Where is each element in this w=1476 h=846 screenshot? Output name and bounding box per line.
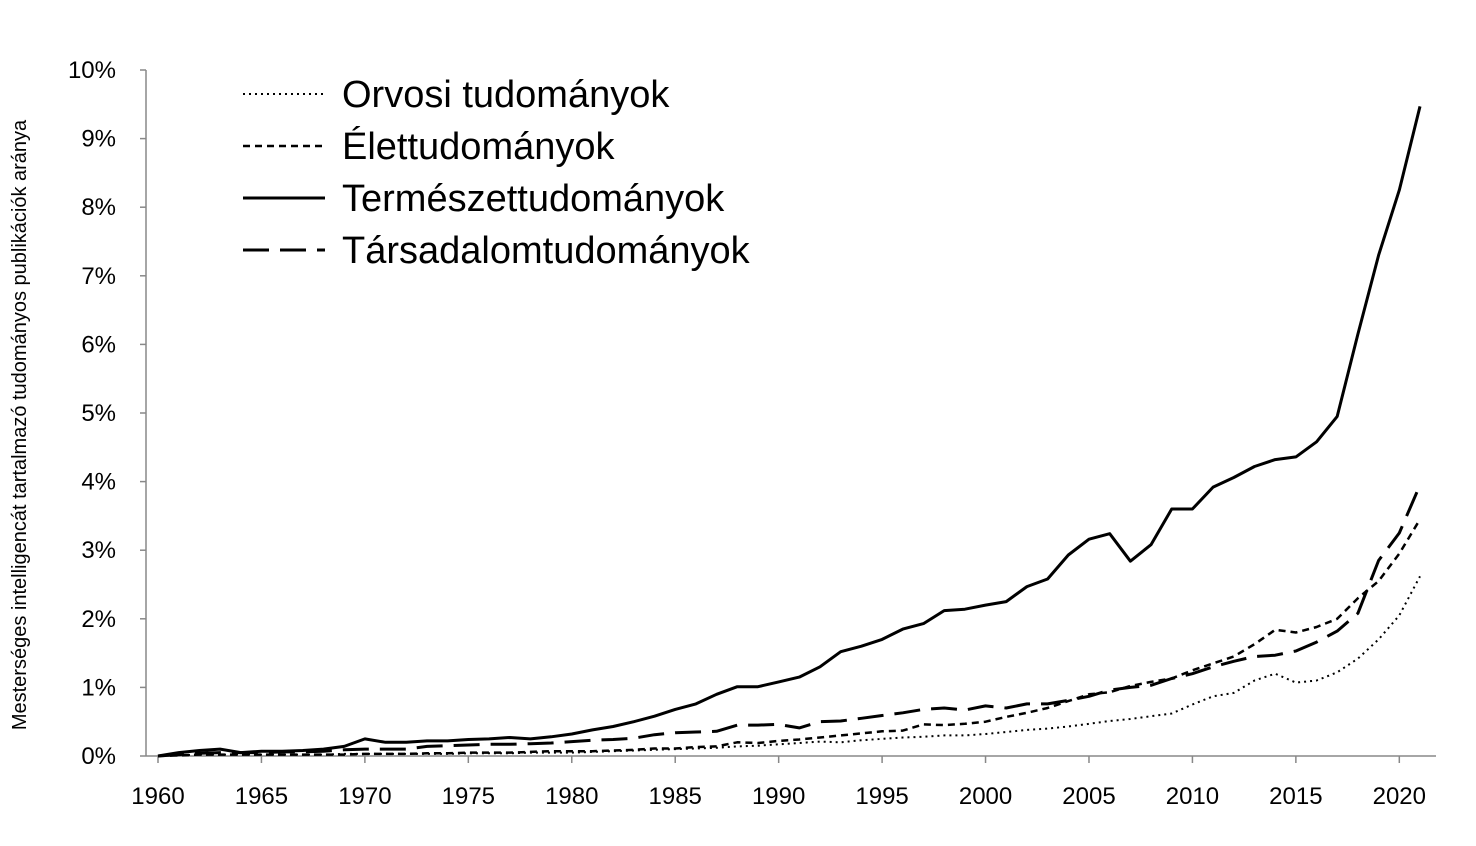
y-tick-label: 0% [81,743,116,770]
legend-label-4: Társadalomtudományok [342,230,751,272]
y-tick-label: 3% [81,537,116,564]
series-line-2 [157,518,1422,758]
legend-label-2: Élettudományok [342,125,615,168]
y-tick-label: 2% [81,606,116,633]
y-tick-label: 10% [68,57,116,84]
x-tick-label: 1985 [649,783,702,810]
x-tick-label: 1990 [752,783,805,810]
y-axis-title: Mesterséges intelligencát tartalmazó tud… [9,119,31,730]
legend-label-1: Orvosi tudományok [342,74,670,116]
y-tick-label: 4% [81,469,116,496]
x-tick-label: 1980 [545,783,598,810]
y-tick-label: 6% [81,331,116,358]
y-tick-label: 5% [81,400,116,427]
axes [145,70,1436,757]
x-tick-label: 1960 [131,783,184,810]
y-tick-label: 8% [81,194,116,221]
y-axis-title-group: Mesterséges intelligencát tartalmazó tud… [9,119,31,730]
x-tick-label: 1975 [442,783,495,810]
y-tick-label: 7% [81,263,116,290]
y-tick-label: 1% [81,674,116,701]
series-line-3 [157,106,1422,758]
x-tick-label: 1995 [855,783,908,810]
series-line-1 [157,575,1421,757]
x-axis-ticks: 1960 1965 1970 1975 1980 1985 1990 1995 2000 2005… [131,756,1426,810]
x-tick-label: 2005 [1062,783,1115,810]
x-tick-label: 2000 [959,783,1012,810]
x-tick-label: 1970 [338,783,391,810]
x-tick-label: 2020 [1373,783,1426,810]
x-tick-label: 2010 [1166,783,1219,810]
x-tick-label: 2015 [1269,783,1322,810]
legend: Orvosi tudományok Élettudományok Természet… [243,74,751,272]
series-line-4 [157,484,1422,758]
y-tick-label: 9% [81,126,116,153]
x-tick-label: 1965 [235,783,288,810]
y-axis-ticks: 0% 1% 2% 3% 4% 5% 6% 7% 8% 9% 10% [68,57,146,770]
legend-label-3: Természettudományok [342,178,725,220]
series-lines [157,106,1422,758]
